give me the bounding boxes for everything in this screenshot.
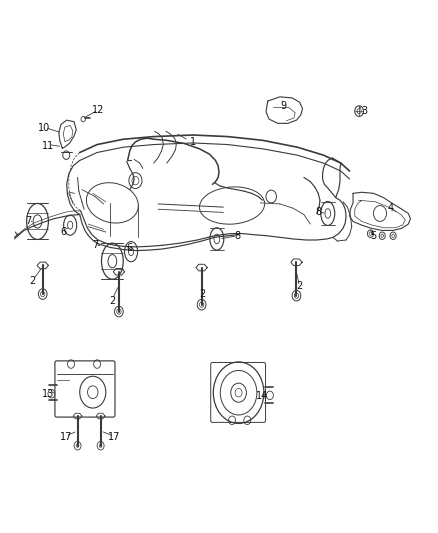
Text: 1: 1 bbox=[190, 137, 196, 147]
Text: 11: 11 bbox=[42, 141, 54, 151]
Text: 3: 3 bbox=[362, 106, 368, 116]
Text: 2: 2 bbox=[30, 276, 36, 286]
Text: 10: 10 bbox=[38, 123, 50, 133]
Text: 2: 2 bbox=[199, 289, 205, 299]
Text: 8: 8 bbox=[234, 231, 240, 241]
Text: 7: 7 bbox=[92, 240, 98, 251]
Text: 9: 9 bbox=[280, 101, 286, 111]
Text: 2: 2 bbox=[109, 296, 116, 306]
Text: 17: 17 bbox=[107, 432, 120, 442]
Text: 13: 13 bbox=[42, 389, 54, 399]
Text: 14: 14 bbox=[255, 391, 268, 401]
Text: 6: 6 bbox=[127, 243, 133, 253]
Text: 6: 6 bbox=[60, 227, 66, 237]
Text: 2: 2 bbox=[297, 281, 303, 291]
Text: 7: 7 bbox=[25, 216, 32, 227]
Text: 8: 8 bbox=[315, 207, 321, 217]
Text: 17: 17 bbox=[60, 432, 72, 442]
Text: 12: 12 bbox=[92, 105, 104, 115]
Text: 5: 5 bbox=[371, 231, 377, 241]
Text: 4: 4 bbox=[388, 203, 394, 213]
